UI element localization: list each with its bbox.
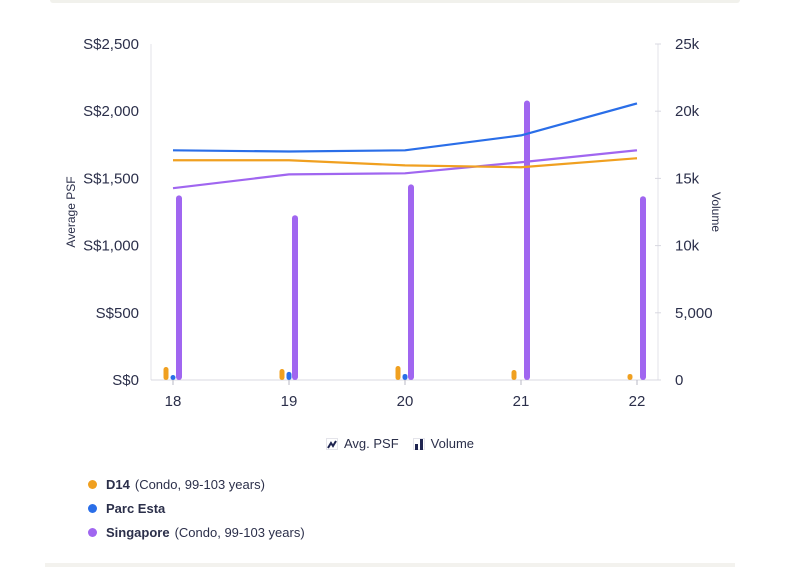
psf-line (172, 149, 638, 190)
series-name: Parc Esta (106, 500, 166, 516)
series-legend: D14 (Condo, 99-103 years) Parc Esta Sing… (88, 472, 305, 544)
series-detail: (Condo, 99-103 years) (134, 476, 265, 492)
volume-bar (163, 366, 169, 380)
volume-bar (640, 196, 646, 380)
x-tick-label: 18 (165, 393, 182, 410)
legend-avg-psf[interactable]: Avg. PSF (325, 436, 399, 451)
bar-chart-icon (412, 437, 425, 450)
series-name: D14 (106, 476, 130, 492)
series-dot-d14 (88, 479, 97, 489)
right-tick-label: 5,000 (675, 305, 713, 322)
right-tick-label: 20k (675, 103, 700, 120)
series-legend-d14[interactable]: D14 (Condo, 99-103 years) (88, 472, 305, 496)
psf-line (172, 102, 638, 153)
right-tick-label: 15k (675, 170, 700, 187)
chart-type-legend: Avg. PSF Volume (0, 436, 800, 451)
card-top-edge (50, 0, 740, 3)
left-tick-label: S$1,500 (83, 170, 139, 187)
volume-bar (402, 373, 408, 380)
volume-bar (279, 368, 285, 380)
volume-bar (511, 370, 517, 380)
psf-line (173, 157, 638, 169)
volume-bar (286, 371, 292, 380)
right-axis-title: Volume (709, 192, 723, 232)
right-tick-label: 0 (675, 372, 683, 389)
right-tick-label: 10k (675, 238, 700, 255)
left-axis-title: Average PSF (64, 176, 78, 247)
line-chart-icon (325, 437, 338, 450)
series-legend-parc-esta[interactable]: Parc Esta (88, 496, 305, 520)
series-legend-singapore[interactable]: Singapore (Condo, 99-103 years) (88, 520, 305, 544)
series-dot-singapore (88, 527, 97, 537)
volume-bar (395, 366, 401, 380)
left-tick-label: S$1,000 (83, 238, 139, 255)
volume-bar (170, 375, 176, 380)
legend-volume-label: Volume (430, 436, 475, 451)
x-tick-label: 20 (397, 393, 414, 410)
left-tick-label: S$0 (112, 372, 139, 389)
card-bottom-edge (45, 563, 735, 567)
left-tick-label: S$2,500 (83, 36, 139, 53)
x-tick-label: 19 (281, 393, 298, 410)
left-tick-label: S$500 (96, 305, 139, 322)
psf-volume-chart: S$0 S$500 S$1,000 S$1,500 S$2,000 S$2,500 0 5,0… (64, 36, 723, 410)
series-detail: (Condo, 99-103 years) (174, 524, 305, 540)
x-tick-label: 21 (513, 393, 530, 410)
left-tick-label: S$2,000 (83, 103, 139, 120)
volume-bar (408, 184, 414, 380)
volume-bar (524, 100, 530, 380)
series-name: Singapore (106, 524, 170, 540)
legend-avg-psf-label: Avg. PSF (343, 436, 399, 451)
legend-volume[interactable]: Volume (412, 436, 475, 451)
right-tick-label: 25k (675, 36, 700, 53)
x-tick-label: 22 (629, 393, 646, 410)
series-dot-parc-esta (88, 503, 97, 513)
volume-bar (627, 373, 633, 380)
volume-bar (176, 195, 182, 380)
volume-bar (292, 215, 298, 380)
